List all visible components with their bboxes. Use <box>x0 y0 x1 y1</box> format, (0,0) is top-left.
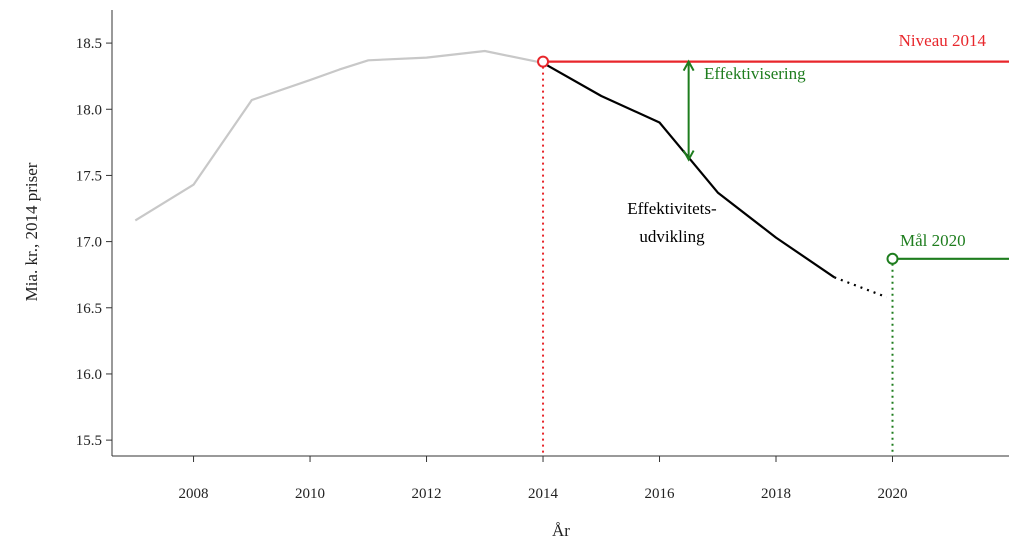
y-tick-label: 16.0 <box>76 367 102 383</box>
niveau-2014-label: Niveau 2014 <box>899 31 987 50</box>
maal-2020-label: Mål 2020 <box>900 231 966 250</box>
y-tick-label: 17.5 <box>76 168 102 184</box>
historical-line <box>134 49 544 222</box>
axes <box>111 10 1009 457</box>
effektivisering-label: Effektivisering <box>704 64 806 83</box>
effektivitetsudvikling-label-line2: udvikling <box>639 227 705 246</box>
x-tick-label: 2010 <box>295 486 325 502</box>
y-axis-title: Mia. kr., 2014 priser <box>22 162 41 301</box>
x-tick-label: 2016 <box>645 486 676 502</box>
x-axis-title: År <box>552 521 570 540</box>
efficiency-arrow <box>682 59 695 162</box>
target-2020-marker <box>886 252 899 265</box>
y-tick-label: 18.5 <box>76 36 102 52</box>
x-axis-ticks: 2008 2010 2012 2014 2016 2018 2020 <box>179 456 908 502</box>
effektivitetsudvikling-label-line1: Effektivitets- <box>627 199 717 218</box>
point-markers <box>537 55 899 265</box>
x-tick-label: 2014 <box>528 486 559 502</box>
start-2014-marker <box>537 55 550 68</box>
arrow-head-up <box>682 59 695 72</box>
series-lines <box>134 49 1009 299</box>
x-tick-label: 2020 <box>878 486 908 502</box>
y-tick-label: 17.0 <box>76 235 102 251</box>
y-tick-label: 15.5 <box>76 433 102 449</box>
y-tick-label: 18.0 <box>76 102 102 118</box>
projection-extension-line <box>833 276 888 299</box>
drop-lines <box>542 66 894 456</box>
x-tick-label: 2008 <box>179 486 209 502</box>
x-tick-label: 2018 <box>761 486 791 502</box>
y-tick-label: 16.5 <box>76 301 102 317</box>
arrow-head-down <box>682 150 695 162</box>
y-axis-ticks: 15.5 16.0 16.5 17.0 17.5 18.0 18.5 <box>76 36 112 449</box>
x-tick-label: 2012 <box>412 486 442 502</box>
